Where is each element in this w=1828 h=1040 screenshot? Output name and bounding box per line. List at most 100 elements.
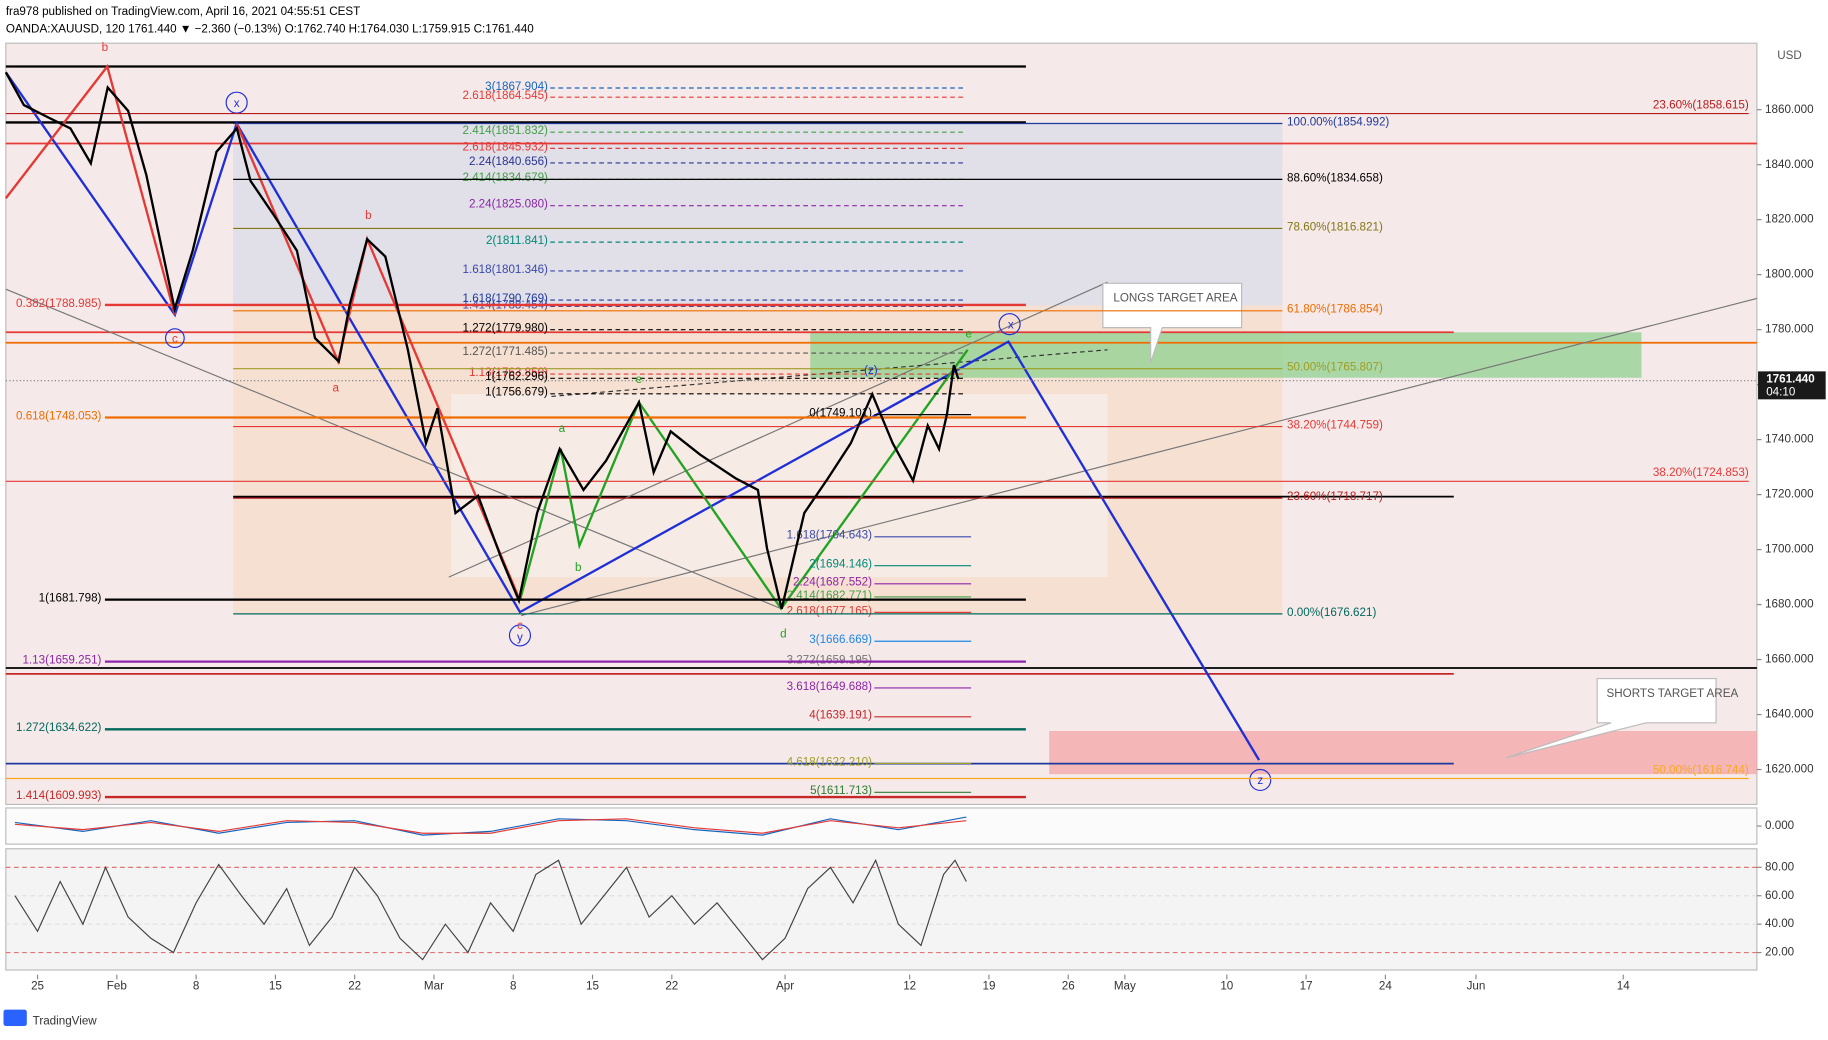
trend-line	[551, 349, 1108, 398]
callout-box	[1506, 677, 1717, 759]
fib-label: 3.618(1649.688)	[787, 680, 873, 693]
wave-label: b	[102, 41, 108, 54]
wave-label: (z)	[864, 364, 878, 377]
shade-zone	[451, 394, 1108, 578]
trend-line	[448, 281, 1108, 578]
y-tick-label: 20.00	[1765, 946, 1795, 959]
x-tick-label: 17	[1300, 979, 1313, 992]
fib-label: 4(1639.191)	[809, 709, 872, 722]
series-line	[14, 818, 967, 834]
wave-line	[4, 71, 1261, 761]
fib-label: 1.272(1779.980)	[462, 322, 548, 335]
x-tick-label: 24	[1379, 979, 1392, 992]
fib-label: 2(1694.146)	[809, 558, 872, 571]
y-tick-label: 1780.000	[1765, 323, 1814, 336]
price-badge	[1758, 371, 1826, 400]
wave-label: z	[1257, 774, 1263, 787]
y-tick-label: 1700.000	[1765, 543, 1814, 556]
x-tick-label: 25	[31, 979, 44, 992]
x-tick-label: Jun	[1467, 979, 1486, 992]
x-tick-label: Mar	[424, 979, 444, 992]
wave-label: c	[517, 619, 523, 632]
x-tick-label: 26	[1062, 979, 1075, 992]
fib-label: 4.618(1622.210)	[787, 755, 873, 768]
trend-line	[520, 297, 1758, 617]
fib-label: 2.618(1845.932)	[462, 140, 548, 153]
footer-brand[interactable]: TradingView	[33, 1014, 98, 1027]
fib-label: 2.24(1687.552)	[793, 576, 872, 589]
fib-label: 88.60%(1834.658)	[1287, 171, 1383, 184]
fib-label: 1(1762.296)	[485, 370, 548, 383]
published-line: fra978 published on TradingView.com, Apr…	[6, 5, 360, 18]
wave-label: e	[966, 328, 972, 341]
y-tick-label: 80.00	[1765, 860, 1795, 873]
shade-zone	[233, 122, 1283, 306]
fib-label: 1.618(1704.643)	[787, 529, 873, 542]
wave-label: e	[636, 373, 642, 386]
fib-label: 2.618(1677.165)	[787, 604, 873, 617]
fib-label: 0(1749.101)	[809, 407, 872, 420]
wave-label: y	[517, 631, 523, 644]
fib-label: 2.24(1840.656)	[469, 155, 548, 168]
wave-label: b	[365, 209, 371, 222]
series-line	[4, 71, 960, 609]
y-tick-label: 1820.000	[1765, 213, 1814, 226]
fib-label: 2(1811.841)	[486, 234, 548, 247]
y-tick-label: 1680.000	[1765, 598, 1814, 611]
series-line	[14, 858, 967, 961]
fib-label: 2.414(1834.679)	[462, 171, 548, 184]
x-tick-label: 19	[982, 979, 995, 992]
x-tick-label: 10	[1220, 979, 1233, 992]
x-tick-label: Feb	[107, 979, 127, 992]
fib-label: 1.618(1801.346)	[462, 263, 548, 276]
wave-label: x	[234, 97, 240, 110]
y-tick-label: 1860.000	[1765, 103, 1814, 116]
wave-circle	[164, 328, 185, 349]
y-tick-label: 1620.000	[1765, 763, 1814, 776]
wave-label: a	[559, 422, 566, 435]
wave-label: c	[172, 332, 178, 345]
fib-label: 0.618(1748.053)	[16, 409, 102, 422]
callout-box	[1102, 282, 1243, 363]
fib-label: 50.00%(1616.744)	[1653, 763, 1749, 776]
fib-label: 61.80%(1786.854)	[1287, 303, 1383, 316]
x-tick-label: 8	[510, 979, 516, 992]
fib-label: 38.20%(1744.759)	[1287, 418, 1383, 431]
fib-label: 1.13(1659.251)	[22, 654, 101, 667]
wave-label: a	[333, 381, 340, 394]
x-tick-label: 12	[903, 979, 916, 992]
y-tick-label: 60.00	[1765, 889, 1795, 902]
rsi-panel	[5, 848, 1758, 971]
fib-label: 78.60%(1816.821)	[1287, 220, 1383, 233]
trend-line	[5, 288, 782, 610]
fib-label: 3(1867.904)	[485, 80, 548, 93]
x-tick-label: 22	[665, 979, 678, 992]
y-tick-label: 1800.000	[1765, 268, 1814, 281]
fib-label: 2.618(1864.545)	[462, 89, 548, 102]
fib-label: 50.00%(1765.807)	[1287, 361, 1383, 374]
countdown: 04:10	[1766, 385, 1796, 398]
wave-line	[518, 349, 969, 611]
fib-label: 1.618(1790.769)	[462, 292, 548, 305]
fib-label: 0.00%(1676.621)	[1287, 606, 1376, 619]
y-tick-label: 0.000	[1765, 819, 1795, 832]
logo[interactable]	[3, 1009, 27, 1026]
fib-label: 1.272(1634.622)	[16, 721, 102, 734]
fib-label: 2.24(1825.080)	[469, 198, 548, 211]
y-tick-label: 1840.000	[1765, 158, 1814, 171]
y-tick-label: 1660.000	[1765, 653, 1814, 666]
wave-circle	[1249, 768, 1272, 792]
currency: USD	[1777, 49, 1802, 62]
fib-label: 5(1611.713)	[810, 784, 872, 797]
callout-text: LONGS TARGET AREA	[1113, 292, 1237, 305]
fib-label: 1.414(1609.993)	[16, 789, 102, 802]
fib-label: 1.272(1771.485)	[462, 345, 548, 358]
wave-line	[235, 123, 522, 601]
fib-label: 2.414(1851.832)	[462, 124, 548, 137]
y-tick-label: 1640.000	[1765, 708, 1814, 721]
y-tick-label: 1740.000	[1765, 433, 1814, 446]
x-tick-label: 15	[269, 979, 282, 992]
x-tick-label: 14	[1617, 979, 1630, 992]
